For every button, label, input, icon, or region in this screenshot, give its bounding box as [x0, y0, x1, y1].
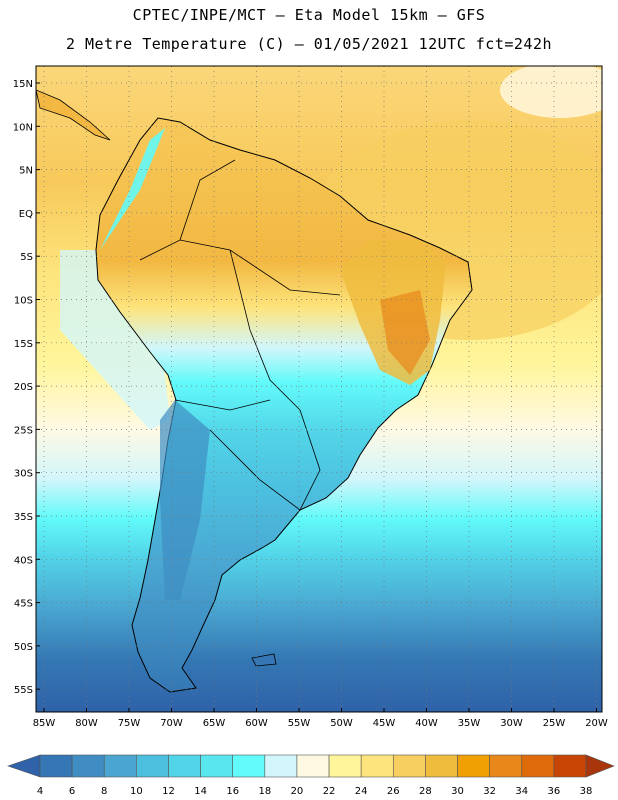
legend-tick-label: 24 [355, 786, 368, 797]
legend-tick-label: 14 [194, 786, 207, 797]
central-america-land [36, 89, 111, 141]
legend-tick-label: 8 [101, 786, 107, 797]
lat-label: 15N [13, 79, 33, 90]
legend-swatch [71, 754, 105, 778]
legend-swatch [489, 754, 523, 778]
lat-label: 10S [14, 296, 33, 307]
legend-swatch [328, 754, 362, 778]
legend-swatch [232, 754, 266, 778]
legend-tick-label: 6 [69, 786, 75, 797]
legend-tick-label: 32 [483, 786, 496, 797]
legend-swatch [168, 754, 201, 778]
legend-tick-label: 22 [323, 786, 336, 797]
legend-swatch [264, 754, 298, 778]
lat-label: EQ [19, 209, 33, 220]
lon-label: 65W [203, 718, 226, 729]
northern-andes-cold-strip [100, 128, 165, 250]
legend-swatch [200, 754, 234, 778]
legend-swatch [103, 754, 137, 778]
legend-swatch [425, 754, 458, 778]
map-subtitle: 2 Metre Temperature (C) – 01/05/2021 12U… [65, 35, 553, 53]
legend-tick-label: 20 [291, 786, 304, 797]
lon-label: 85W [33, 718, 56, 729]
legend-tick-label: 26 [387, 786, 400, 797]
legend-swatch [39, 754, 73, 778]
lon-label: 45W [373, 718, 396, 729]
longitude-labels: 85W 80W 75W 70W 65W 60W 55W 50W 45W 40W 35W 30W 25W 2… [33, 708, 608, 729]
legend-tick-label: 12 [162, 786, 175, 797]
lat-label: 20S [14, 382, 33, 393]
legend-tick-label: 30 [451, 786, 464, 797]
lat-label: 40S [14, 555, 33, 566]
legend-swatch [521, 754, 555, 778]
lon-label: 35W [458, 718, 481, 729]
lat-label: 5S [20, 252, 33, 263]
legend-tick-label: 28 [419, 786, 432, 797]
lat-label: 25S [14, 425, 33, 436]
lon-label: 30W [500, 718, 523, 729]
legend-swatch [392, 754, 426, 778]
lat-label: 35S [14, 512, 33, 523]
legend-swatch [136, 754, 169, 778]
lat-label: 45S [14, 599, 33, 610]
map-frame [35, 65, 603, 713]
peru-current-cold-tongue [60, 250, 170, 430]
legend-swatch [553, 754, 587, 778]
lon-label: 60W [245, 718, 268, 729]
lon-label: 25W [543, 718, 566, 729]
legend-swatch [457, 754, 490, 778]
map-plot-area [36, 66, 602, 712]
southern-andes-cold-strip [160, 400, 210, 600]
country-borders [139, 159, 341, 511]
legend-swatch [360, 754, 394, 778]
lon-label: 75W [118, 718, 141, 729]
lon-label: 55W [288, 718, 311, 729]
lat-label: 5N [19, 166, 33, 177]
legend-arrow-high [585, 754, 615, 778]
lon-label: 20W [585, 718, 608, 729]
legend-tick-label: 38 [580, 786, 593, 797]
legend-tick-label: 36 [548, 786, 561, 797]
color-legend: 4 6 8 10 12 14 16 18 20 22 24 26 28 30 32 34 36 38 [7, 754, 615, 797]
hottest-region [380, 290, 430, 375]
legend-tick-label: 16 [226, 786, 239, 797]
latitude-labels: 15N 10N 5N EQ 5S 10S 15S 20S 25S 30S 35S 40S 45S 50S 5… [13, 79, 40, 696]
lon-label: 70W [160, 718, 183, 729]
legend-swatch [296, 754, 330, 778]
lon-label: 40W [415, 718, 438, 729]
lat-label: 55S [14, 685, 33, 696]
map-title: CPTEC/INPE/MCT – Eta Model 15km – GFS [132, 6, 486, 24]
lat-label: 50S [14, 642, 33, 653]
lat-label: 10N [13, 122, 33, 133]
lon-label: 80W [75, 718, 98, 729]
legend-tick-label: 34 [515, 786, 528, 797]
lat-label: 30S [14, 469, 33, 480]
lon-label: 50W [330, 718, 353, 729]
cool-north-atlantic-patch [500, 66, 602, 118]
legend-arrow-low [7, 754, 41, 778]
falkland-islands [251, 653, 277, 667]
lat-label: 15S [14, 339, 33, 350]
legend-tick-label: 10 [130, 786, 143, 797]
legend-tick-label: 18 [258, 786, 271, 797]
legend-tick-label: 4 [37, 786, 43, 797]
